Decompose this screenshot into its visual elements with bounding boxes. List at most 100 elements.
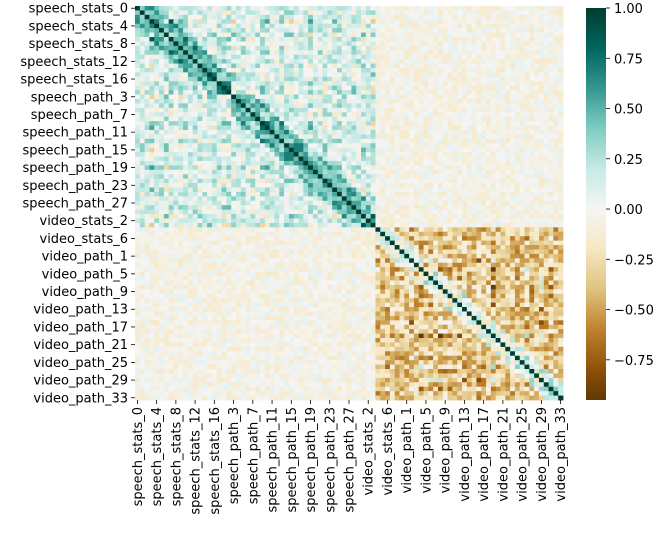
heatmap-cell <box>558 32 564 38</box>
heatmap-cell <box>558 72 564 78</box>
heatmap-cell <box>534 191 540 197</box>
heatmap-cell <box>293 32 299 38</box>
heatmap-cell <box>332 209 338 215</box>
heatmap-cell <box>423 63 429 69</box>
heatmap-cell <box>524 85 530 91</box>
heatmap-cell <box>529 10 535 16</box>
heatmap-cell <box>524 183 530 188</box>
heatmap-cell <box>486 90 492 95</box>
heatmap-cell <box>476 178 482 184</box>
heatmap-cell <box>524 59 530 64</box>
heatmap-cell <box>284 76 290 82</box>
heatmap-cell <box>192 41 198 47</box>
heatmap-cell <box>202 143 208 149</box>
heatmap-cell <box>476 116 482 122</box>
heatmap-cell <box>486 121 492 126</box>
heatmap-cell <box>437 32 444 38</box>
heatmap-cell <box>543 245 549 250</box>
heatmap-cell <box>288 63 295 69</box>
heatmap-cell <box>558 138 564 144</box>
heatmap-cell <box>418 156 424 162</box>
heatmap-cell <box>183 85 189 91</box>
heatmap-cell <box>322 36 328 42</box>
heatmap-cell <box>361 222 367 228</box>
heatmap-cell <box>255 240 261 246</box>
heatmap-cell <box>192 214 198 219</box>
heatmap-cell <box>211 50 218 56</box>
heatmap-cell <box>173 134 179 140</box>
heatmap-cell <box>303 85 309 91</box>
heatmap-cell <box>495 32 501 38</box>
heatmap-cell <box>298 98 304 104</box>
heatmap-cell <box>207 103 213 109</box>
heatmap-cell <box>303 125 309 131</box>
heatmap-cell <box>197 121 203 126</box>
heatmap-cell <box>149 14 155 20</box>
heatmap-cell <box>216 143 222 149</box>
heatmap-cell <box>423 94 429 100</box>
heatmap-cell <box>361 178 367 184</box>
heatmap-cell <box>322 129 328 135</box>
heatmap-cell <box>235 245 242 250</box>
heatmap-cell <box>409 85 415 91</box>
heatmap-cell <box>510 218 516 224</box>
heatmap-cell <box>264 143 271 149</box>
heatmap-cell <box>437 178 444 184</box>
heatmap-cell <box>173 85 179 91</box>
heatmap-cell <box>365 129 372 135</box>
heatmap-cell <box>187 205 194 211</box>
heatmap-cell <box>519 240 525 246</box>
heatmap-cell <box>471 67 477 73</box>
heatmap-cell <box>548 240 554 246</box>
heatmap-cell <box>394 169 400 175</box>
heatmap-cell <box>154 63 160 69</box>
heatmap-cell <box>490 147 497 153</box>
heatmap-cell <box>284 59 290 64</box>
heatmap-cell <box>202 28 208 33</box>
heatmap-cell <box>510 81 516 87</box>
heatmap-cell <box>308 23 314 29</box>
heatmap-cell <box>519 112 525 118</box>
heatmap-cell <box>365 41 372 47</box>
heatmap-cell <box>519 63 525 69</box>
heatmap-cell <box>221 19 227 25</box>
heatmap-cell <box>346 214 352 219</box>
heatmap-cell <box>534 134 540 140</box>
heatmap-cell <box>385 6 391 11</box>
heatmap-cell <box>413 191 420 197</box>
heatmap-cell <box>178 183 184 188</box>
heatmap-cell <box>207 121 213 126</box>
heatmap-cell <box>413 67 420 73</box>
heatmap-cell <box>144 165 150 171</box>
heatmap-cell <box>178 253 184 259</box>
heatmap-cell <box>370 14 376 20</box>
heatmap-cell <box>375 191 381 197</box>
heatmap-cell <box>471 54 477 60</box>
heatmap-cell <box>457 85 463 91</box>
heatmap-cell <box>486 236 492 242</box>
heatmap-cell <box>500 227 506 233</box>
heatmap-cell <box>428 236 434 242</box>
heatmap-cell <box>510 72 516 78</box>
heatmap-cell <box>433 183 439 188</box>
heatmap-cell <box>490 249 497 255</box>
heatmap-cell <box>423 245 429 250</box>
heatmap-cell <box>284 10 290 16</box>
heatmap-cell <box>336 129 343 135</box>
heatmap-cell <box>187 200 194 206</box>
heatmap-cell <box>404 67 410 73</box>
heatmap-cell <box>437 187 444 193</box>
heatmap-cell <box>404 76 410 82</box>
heatmap-cell <box>394 205 400 211</box>
heatmap-cell <box>202 125 208 131</box>
heatmap-cell <box>240 231 247 237</box>
heatmap-cell <box>510 116 516 122</box>
heatmap-cell <box>471 227 477 233</box>
heatmap-cell <box>312 209 319 215</box>
heatmap-cell <box>192 249 198 255</box>
heatmap-cell <box>413 112 420 118</box>
heatmap-cell <box>423 85 429 91</box>
heatmap-cell <box>510 236 516 242</box>
heatmap-cell <box>197 10 203 16</box>
heatmap-cell <box>284 19 290 25</box>
